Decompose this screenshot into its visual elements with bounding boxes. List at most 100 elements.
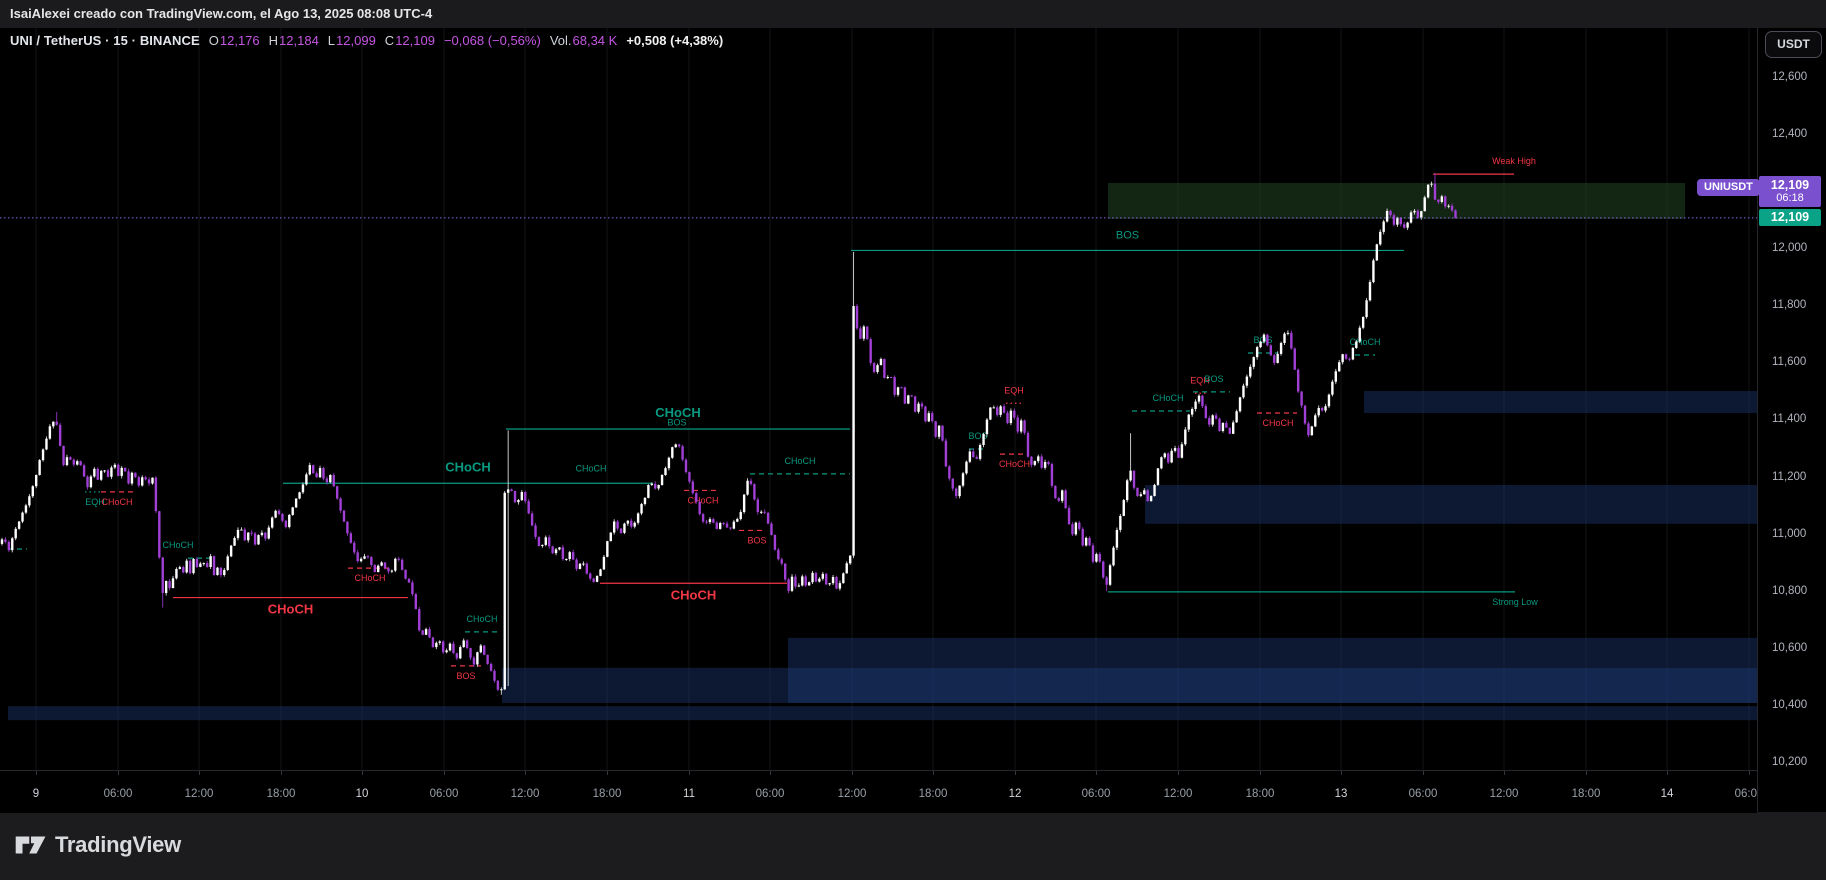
time-tick-mark	[1178, 771, 1179, 775]
candle-body	[483, 645, 486, 655]
candle-body	[52, 421, 55, 427]
candle-body	[1286, 332, 1290, 334]
candle-body	[493, 670, 496, 681]
candle-body	[705, 521, 708, 523]
candle-body	[11, 538, 14, 551]
candle-body	[144, 477, 147, 480]
candle-body	[1173, 448, 1177, 451]
candle-body	[431, 637, 435, 648]
candle-body	[527, 501, 530, 514]
candle-body	[965, 461, 968, 474]
candle-body	[773, 534, 777, 550]
candle-body	[79, 461, 82, 466]
price-axis[interactable]: 10,200 10,400 10,600 10,800 11,000 11,200 11,4…	[1757, 28, 1826, 812]
candle-body	[182, 567, 185, 573]
candle-body	[247, 532, 250, 541]
tradingview-logo-text: TradingView	[55, 832, 181, 857]
candle-body	[486, 654, 489, 664]
price-tick-label: 12,600	[1772, 70, 1808, 83]
candle-body	[284, 520, 288, 528]
candle-body	[38, 460, 41, 475]
time-tick-mark	[607, 771, 608, 775]
candle-body	[14, 528, 17, 539]
candle-body	[185, 560, 188, 573]
candle-body	[1184, 429, 1187, 445]
candle-body	[192, 558, 195, 574]
price-tick-label: 10,600	[1772, 642, 1808, 654]
candle-body	[223, 569, 226, 576]
structure-label: EQH	[85, 497, 105, 507]
structure-label: Strong Low	[1492, 597, 1538, 607]
tradingview-logo[interactable]: TradingView	[14, 832, 181, 858]
candle-body	[1139, 494, 1143, 496]
candle-body	[277, 510, 281, 515]
time-tick-mark	[281, 771, 282, 775]
time-axis[interactable]: 9 06:00 12:00 18:00 10 06:00 12:00 18:00 11 06:00…	[0, 770, 1757, 813]
structure-label: CHoCH	[575, 463, 606, 473]
candle-body	[1255, 347, 1259, 358]
candle-body	[763, 511, 766, 513]
candle-body	[1283, 333, 1286, 343]
candle-body	[1153, 484, 1156, 496]
candle-body	[1190, 408, 1194, 415]
candle-body	[1129, 470, 1132, 481]
candle-body	[595, 575, 599, 582]
candle-body	[154, 477, 158, 512]
candle-body	[459, 647, 462, 659]
candle-body	[86, 476, 89, 488]
structure-label: CHoCH	[999, 459, 1030, 469]
candle-body	[1365, 300, 1368, 318]
candle-body	[17, 521, 21, 529]
time-tick-mark	[1504, 771, 1505, 775]
candle-body	[1088, 537, 1091, 546]
candle-body	[681, 446, 684, 460]
candle-body	[657, 485, 660, 489]
candle-body	[448, 643, 452, 651]
candle-body	[318, 468, 322, 478]
time-tick-label: 12:00	[510, 788, 540, 800]
candle-body	[1242, 385, 1245, 398]
candle-body	[742, 494, 746, 513]
candle-body	[1167, 453, 1170, 463]
candle-body	[623, 523, 626, 533]
price-tick-label: 11,400	[1772, 413, 1807, 426]
candle-body	[1115, 529, 1119, 548]
candle-body	[1317, 407, 1320, 416]
candle-body	[1245, 376, 1249, 386]
candle-body	[339, 498, 342, 511]
candle-body	[199, 563, 202, 567]
time-tick-mark	[1260, 771, 1261, 775]
candle-body	[749, 480, 753, 485]
symbol-title[interactable]: UNI / TetherUS · 15 · BINANCE	[10, 33, 200, 48]
ohlc-low: L 12,099	[327, 33, 376, 48]
candle-body	[920, 403, 924, 407]
candle-body	[1430, 183, 1433, 185]
structure-label: BOS	[456, 671, 475, 681]
candle-body	[99, 470, 103, 480]
candle-body	[896, 387, 900, 395]
candle-body	[130, 472, 134, 484]
candle-body	[985, 419, 989, 435]
candle-body	[315, 473, 318, 478]
currency-toggle-button[interactable]: USDT	[1765, 31, 1822, 58]
candle-body	[359, 558, 363, 562]
candle-body	[1385, 210, 1389, 222]
candle-body	[585, 563, 589, 574]
candle-body	[274, 510, 277, 518]
demand-zone-box	[1364, 391, 1757, 413]
candle-body	[312, 465, 315, 474]
candle-body	[0, 539, 4, 544]
candle-body	[913, 396, 917, 412]
time-tick-label: 12:00	[1163, 788, 1193, 800]
attribution-bar: IsaiAlexei creado con TradingView.com, e…	[0, 0, 1826, 28]
candle-body	[999, 406, 1002, 415]
candle-body	[876, 365, 879, 372]
candle-body	[592, 578, 595, 582]
candle-body	[1416, 210, 1420, 218]
candle-body	[910, 395, 913, 397]
candle-body	[267, 527, 270, 539]
candle-body	[1334, 371, 1337, 382]
candle-body	[1037, 456, 1040, 462]
